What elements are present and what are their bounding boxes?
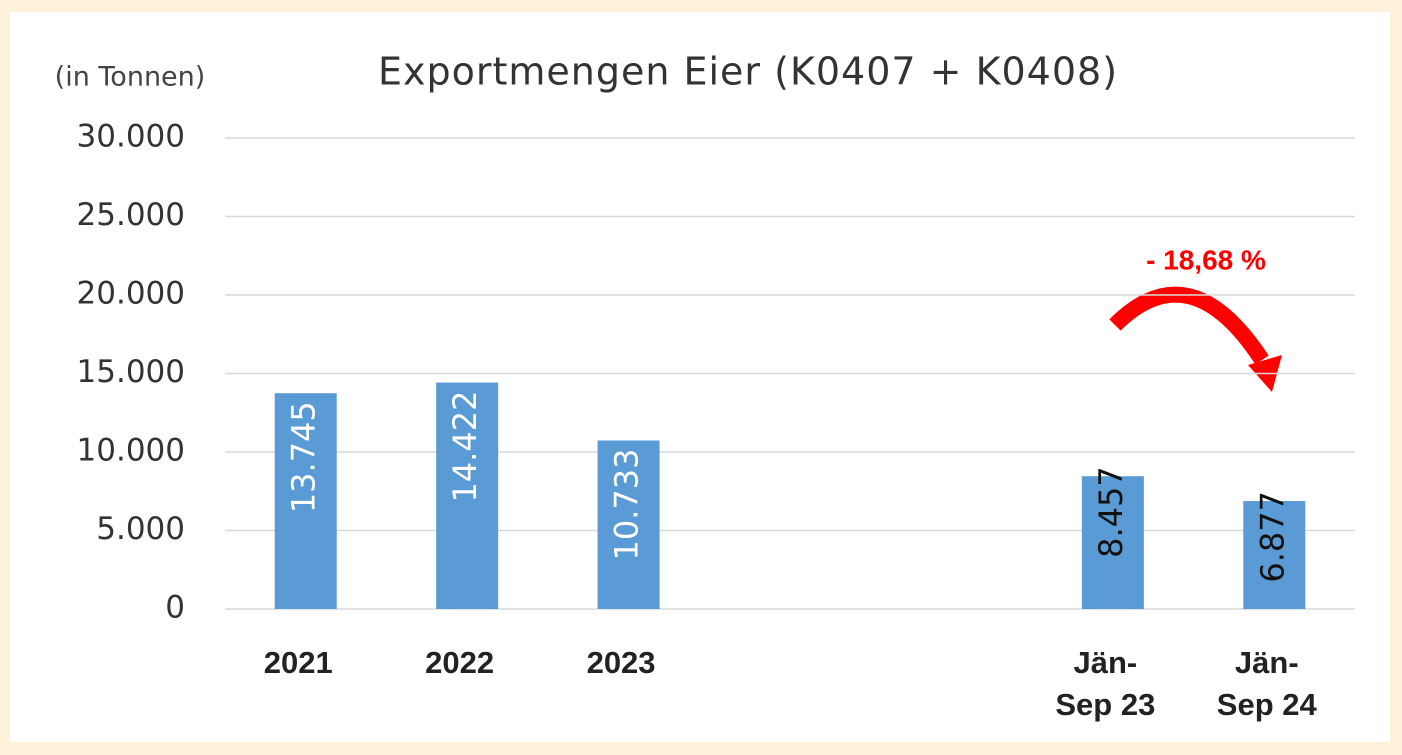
bar xyxy=(436,382,499,609)
data-label: 6.877 xyxy=(1253,491,1291,583)
bar xyxy=(274,393,337,609)
y-tick-label: 10.000 xyxy=(77,433,185,469)
bar xyxy=(597,440,660,609)
x-tick-label: 2022 xyxy=(425,645,495,680)
x-tick-label: Jän-Sep 23 xyxy=(1055,645,1156,722)
x-tick-label: 2023 xyxy=(586,645,656,680)
y-tick-label: 30.000 xyxy=(77,119,185,155)
panel xyxy=(10,12,1390,742)
data-label: 10.733 xyxy=(608,448,646,560)
arrow xyxy=(1109,286,1269,365)
annotation: - 18,68 % xyxy=(1146,244,1266,275)
x-tick-label: 2021 xyxy=(263,645,333,680)
x-tick-label: Jän-Sep 24 xyxy=(1216,645,1317,722)
data-label: 14.422 xyxy=(446,391,484,503)
y-tick-label: 0 xyxy=(165,590,185,626)
y-tick-label: 25.000 xyxy=(77,197,185,233)
y-tick-label: 20.000 xyxy=(77,276,185,312)
y-tick-label: 15.000 xyxy=(77,354,185,390)
y-tick-label: 5.000 xyxy=(96,511,185,547)
bar xyxy=(1081,476,1144,609)
data-label: 8.457 xyxy=(1092,466,1130,558)
bar xyxy=(1243,501,1306,609)
chart-title: Exportmengen Eier (K0407 + K0408) xyxy=(378,50,1118,94)
data-label: 13.745 xyxy=(285,401,323,513)
unit-label: (in Tonnen) xyxy=(55,62,206,93)
